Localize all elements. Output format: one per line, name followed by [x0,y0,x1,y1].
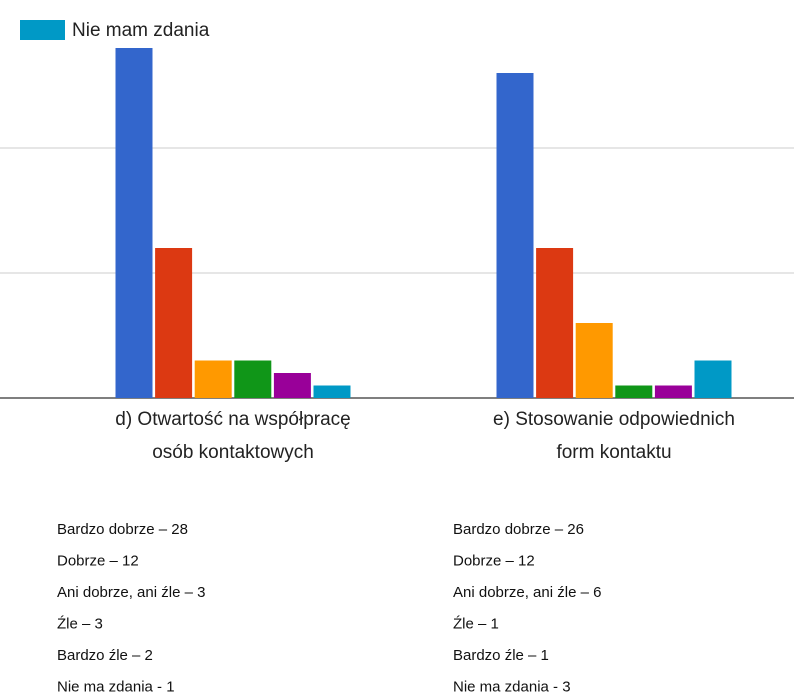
list-item: Źle – 1 [453,615,499,632]
list-item: Źle – 3 [57,615,103,632]
bar [496,73,534,398]
bar [654,385,692,398]
list-item: Bardzo dobrze – 28 [57,521,188,538]
bar [234,360,272,398]
list-item: Bardzo źle – 2 [57,647,153,664]
list-item: Ani dobrze, ani źle – 6 [453,584,601,601]
x-tick-label: d) Otwartość na współpracę [115,409,351,430]
x-tick-label: osób kontaktowych [152,442,314,463]
x-tick-label: e) Stosowanie odpowiednich [493,409,735,430]
bar [575,323,613,398]
list-item: Dobrze – 12 [57,552,139,569]
legend-label: Nie mam zdania [72,20,210,41]
list-item: Ani dobrze, ani źle – 3 [57,584,205,601]
list-item: Nie ma zdania - 1 [57,678,175,695]
x-tick-label: form kontaktu [556,442,671,463]
list-item: Dobrze – 12 [453,552,535,569]
bar [194,360,232,398]
legend-swatch [20,20,65,40]
bar [273,373,311,398]
bar [155,248,193,398]
bar [313,385,351,398]
bar [694,360,732,398]
list-item: Bardzo dobrze – 26 [453,521,584,538]
bar [115,48,153,398]
list-item: Nie ma zdania - 3 [453,678,571,695]
list-item: Bardzo źle – 1 [453,647,549,664]
bar [536,248,574,398]
bar [615,385,653,398]
